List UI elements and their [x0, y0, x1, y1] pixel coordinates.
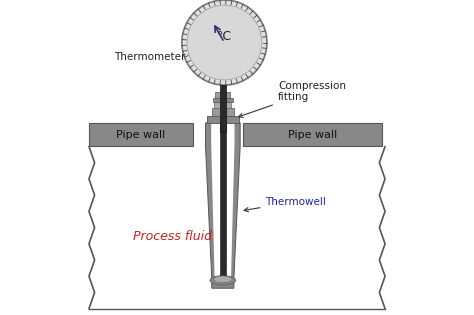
- Text: Thermometer: Thermometer: [114, 52, 185, 62]
- Ellipse shape: [213, 276, 232, 283]
- Bar: [220, 117, 226, 282]
- Text: Pipe wall: Pipe wall: [116, 130, 165, 140]
- Circle shape: [187, 5, 262, 80]
- Text: Process fluid: Process fluid: [133, 230, 212, 243]
- Bar: [243, 123, 382, 146]
- Ellipse shape: [210, 276, 236, 285]
- Text: Pipe wall: Pipe wall: [288, 130, 337, 140]
- Bar: [212, 108, 234, 116]
- Text: Thermowell: Thermowell: [244, 197, 326, 212]
- Circle shape: [182, 0, 267, 85]
- Bar: [214, 102, 231, 108]
- Bar: [89, 123, 193, 146]
- Polygon shape: [206, 123, 240, 288]
- Bar: [207, 116, 238, 123]
- Bar: [215, 92, 230, 98]
- Bar: [220, 85, 226, 132]
- Text: °C: °C: [217, 30, 232, 43]
- Polygon shape: [211, 123, 235, 279]
- Text: Compression
fitting: Compression fitting: [238, 81, 346, 117]
- Bar: [213, 98, 233, 102]
